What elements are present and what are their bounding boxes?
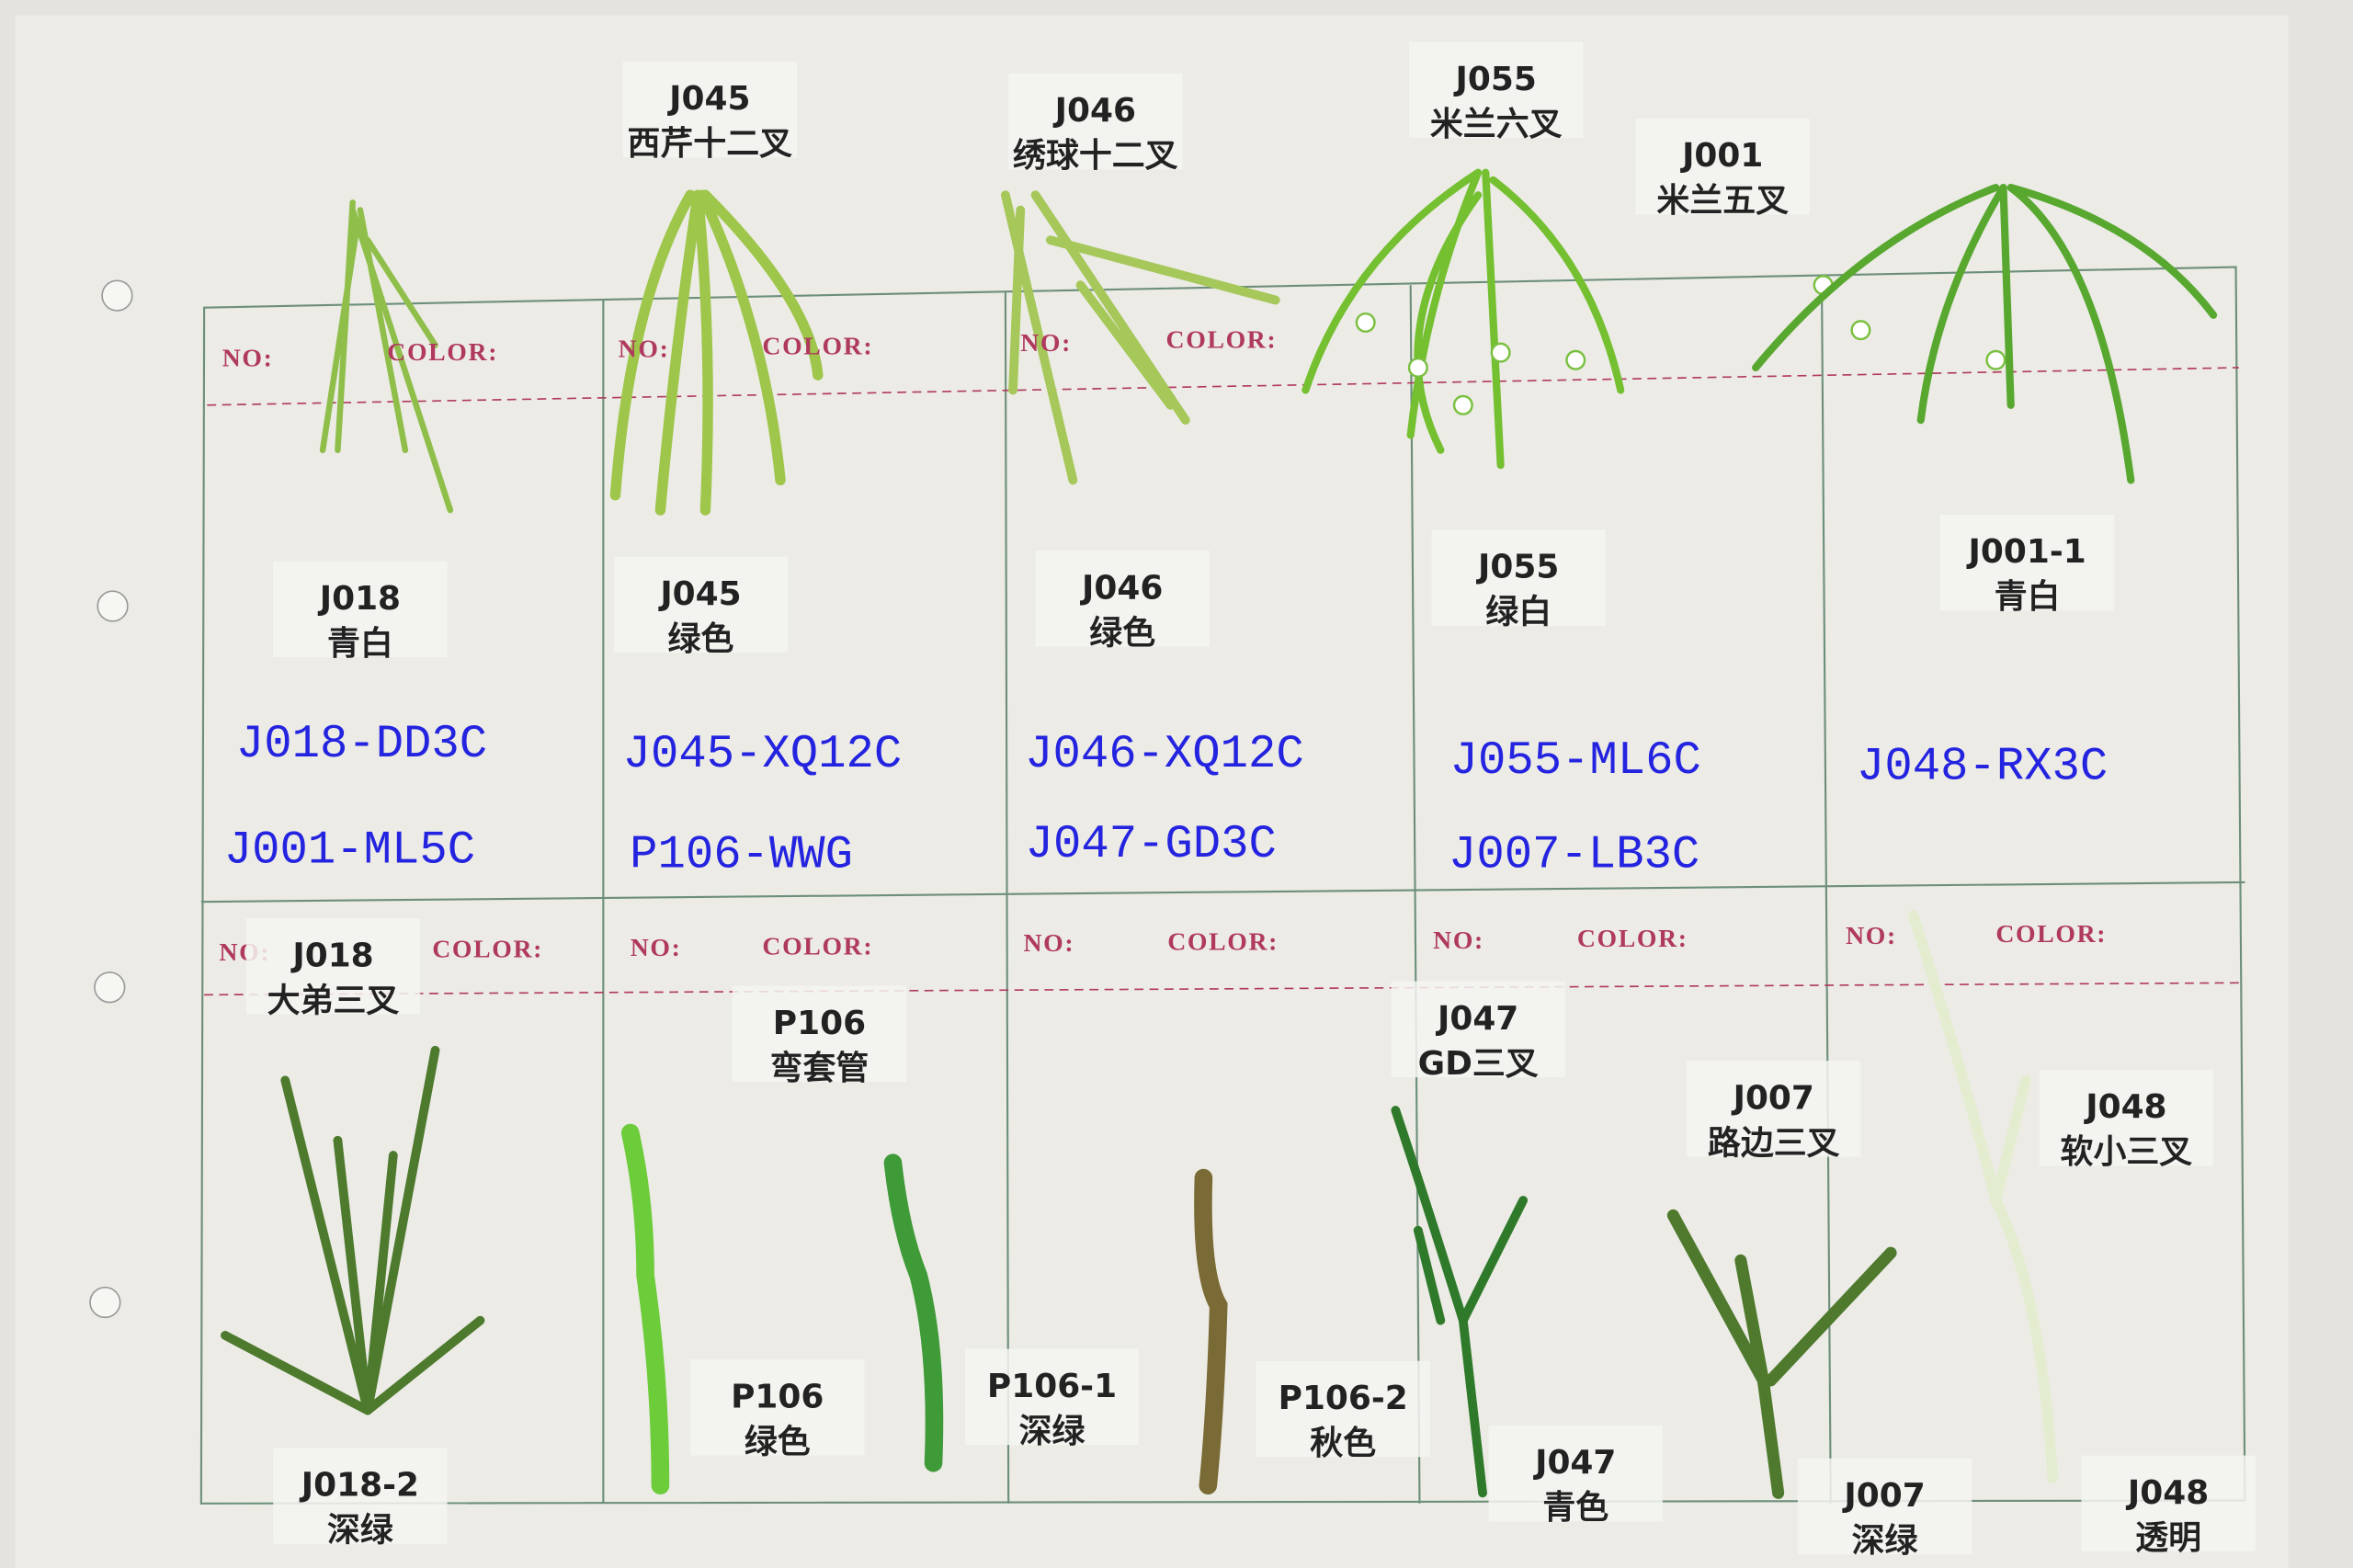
product-code: J001-ML5C [224, 825, 475, 878]
label-card [1035, 551, 1210, 647]
label-card [1488, 1425, 1663, 1522]
label-card [1008, 73, 1183, 170]
form-color: COLOR: [762, 332, 873, 360]
label-name: 弯套管 [770, 1049, 870, 1087]
label-card [1391, 981, 1565, 1078]
label-name: 青白 [1995, 578, 2061, 616]
label-card [1409, 41, 1584, 139]
label-code: J007 [1731, 1079, 1814, 1117]
label-name: 青白 [327, 625, 393, 663]
label-code: J048 [2083, 1088, 2166, 1126]
label-code: J047 [1532, 1444, 1616, 1482]
printed-texts: NO: COLOR: NO: COLOR: NO: COLOR: NO: COLOR: NO: C… [219, 41, 2256, 1560]
table-grid [199, 266, 2246, 1505]
label-code: J045 [657, 575, 741, 613]
label-name: 绿色 [668, 620, 734, 658]
label-code: J046 [1079, 569, 1163, 607]
label-name: 深绿 [1019, 1413, 1086, 1450]
form-color: COLOR: [387, 338, 498, 367]
label-code: J018 [290, 937, 373, 974]
label-code: J018-2 [299, 1467, 419, 1505]
label-card [273, 1448, 448, 1544]
form-color: COLOR: [432, 936, 543, 964]
label-code: P106 [773, 1005, 866, 1042]
label-name: 西芹十二叉 [628, 125, 793, 163]
label-name: 路边三叉 [1708, 1124, 1840, 1162]
label-code: J001-1 [1966, 533, 2086, 571]
form-no: NO: [222, 344, 274, 372]
product-code: J046-XQ12C [1025, 729, 1304, 781]
label-code: J046 [1052, 92, 1136, 130]
punch-holes [89, 279, 133, 1319]
label-card [2039, 1069, 2214, 1166]
label-card [2081, 1455, 2256, 1552]
label-code: J055 [1453, 61, 1537, 98]
label-card [1687, 1061, 1861, 1157]
form-color: COLOR: [1167, 927, 1279, 956]
label-name: 米兰五叉 [1656, 182, 1789, 220]
label-name: 青色 [1542, 1489, 1608, 1527]
label-code: P106 [731, 1378, 824, 1415]
label-name: 透明 [2135, 1519, 2201, 1557]
label-name: 绣球十二叉 [1013, 137, 1178, 175]
dashed-lines [204, 367, 2245, 996]
label-card [245, 918, 421, 1015]
plant-samples [221, 168, 2218, 1499]
label-card [690, 1359, 865, 1456]
label-code: J018 [317, 580, 401, 618]
label-card [732, 985, 907, 1083]
form-no: NO: [1433, 926, 1484, 955]
label-card [1256, 1360, 1430, 1458]
label-card [1797, 1458, 1972, 1555]
product-code: J018-DD3C [236, 719, 487, 771]
label-card [273, 561, 448, 658]
label-card [964, 1348, 1140, 1446]
label-card [622, 61, 797, 158]
product-code: J045-XQ12C [623, 729, 903, 781]
label-card [1635, 118, 1810, 215]
label-code: P106-1 [987, 1368, 1117, 1405]
label-code: J007 [1841, 1477, 1925, 1515]
form-color: COLOR: [1166, 326, 1278, 355]
product-code: P106-WWG [630, 830, 853, 882]
form-no: NO: [1846, 922, 1897, 950]
label-code: J047 [1435, 1000, 1518, 1038]
label-name: 绿白 [1485, 594, 1552, 631]
label-card [613, 556, 789, 653]
form-no: NO: [1020, 329, 1072, 358]
form-color: COLOR: [1577, 925, 1688, 953]
label-name: 米兰六叉 [1430, 106, 1563, 143]
label-name: 大弟三叉 [267, 982, 400, 1019]
form-no: NO: [631, 934, 682, 962]
product-code: J055-ML6C [1450, 735, 1701, 788]
label-name: 秋色 [1310, 1425, 1376, 1462]
form-no: NO: [1023, 929, 1074, 958]
label-card [1431, 529, 1606, 626]
label-name: 绿色 [1089, 614, 1155, 652]
label-name: GD三叉 [1418, 1045, 1539, 1083]
form-color: COLOR: [1995, 920, 2107, 949]
label-card [1939, 514, 2115, 611]
label-name: 绿色 [745, 1423, 811, 1460]
label-name: 深绿 [327, 1512, 393, 1550]
label-name: 深绿 [1852, 1522, 1918, 1560]
label-code: P106-2 [1279, 1380, 1408, 1417]
label-code: J055 [1475, 549, 1559, 586]
label-code: J001 [1679, 137, 1763, 175]
label-code: J045 [666, 80, 750, 118]
label-code: J048 [2125, 1474, 2209, 1512]
product-code: J047-GD3C [1026, 819, 1277, 871]
label-name: 软小三叉 [2061, 1133, 2193, 1171]
form-color: COLOR: [762, 932, 873, 960]
product-code: J048-RX3C [1857, 741, 2108, 793]
product-code: J007-LB3C [1449, 830, 1699, 882]
form-no: NO: [619, 335, 670, 364]
